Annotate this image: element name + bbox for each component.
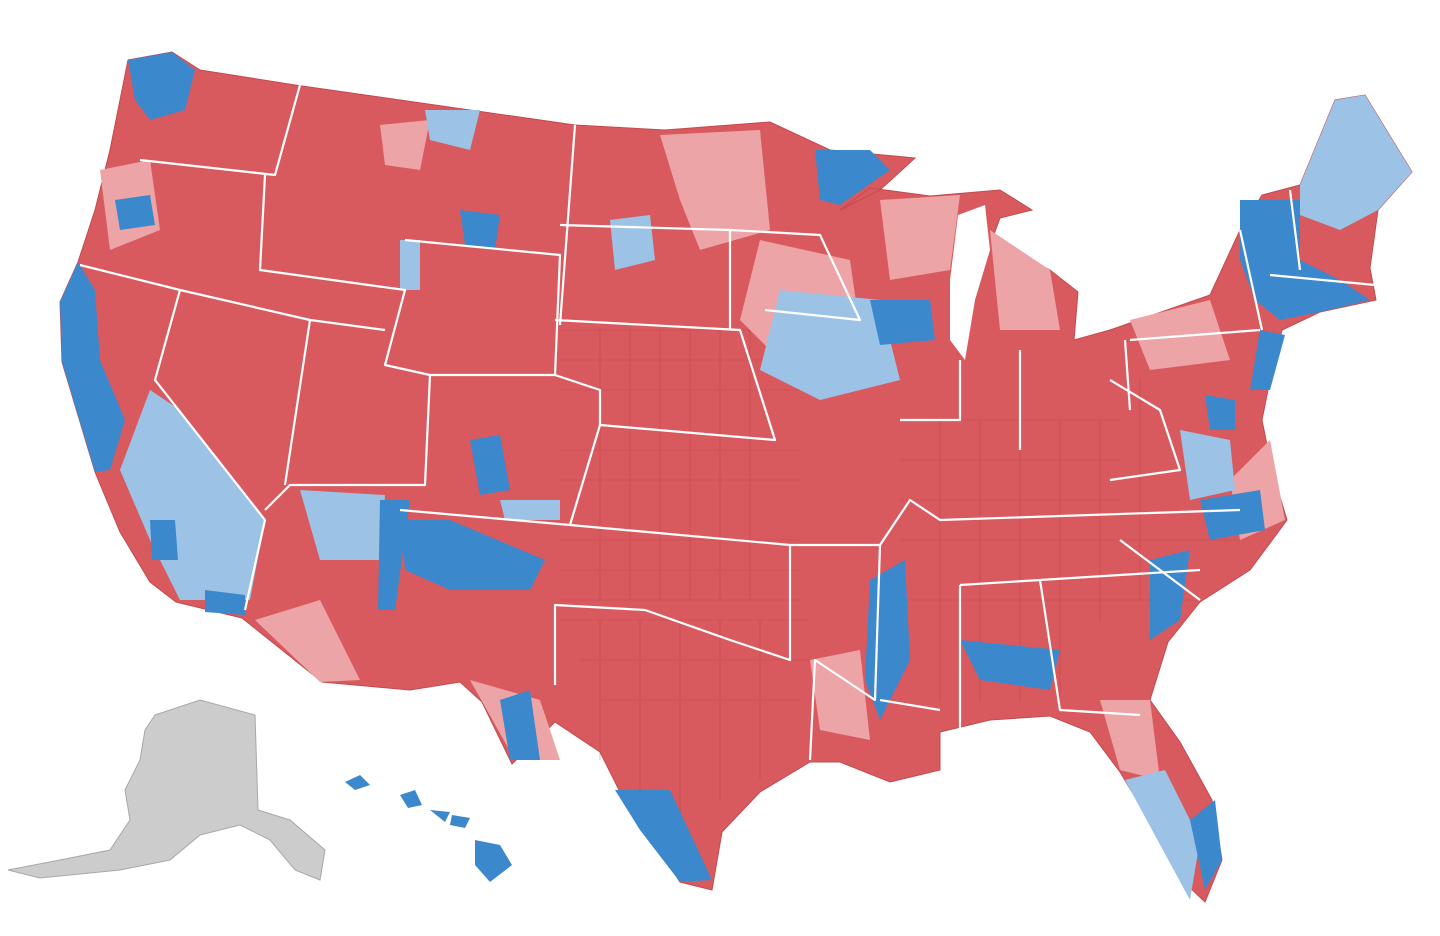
island	[400, 790, 422, 808]
area	[960, 640, 1060, 690]
area	[1205, 395, 1235, 430]
area	[1100, 700, 1160, 780]
area	[150, 520, 178, 560]
area	[1190, 800, 1222, 890]
area	[60, 262, 125, 472]
island	[475, 840, 512, 882]
area	[400, 240, 420, 290]
hawaii	[345, 775, 512, 882]
area	[1125, 770, 1200, 900]
state-border	[79, 84, 1376, 761]
area	[205, 590, 245, 615]
area	[500, 500, 560, 520]
area	[115, 195, 155, 230]
area	[660, 130, 770, 250]
alaska	[7, 699, 326, 881]
area	[610, 215, 655, 270]
area	[880, 195, 960, 280]
island	[430, 810, 450, 822]
area	[500, 690, 540, 760]
area	[425, 110, 480, 150]
area	[1250, 330, 1285, 390]
area	[470, 435, 510, 495]
area	[380, 120, 430, 170]
blue-areas	[60, 52, 1370, 890]
state-borders	[79, 84, 1376, 761]
island	[450, 815, 470, 828]
area	[615, 790, 712, 882]
area	[1130, 300, 1230, 370]
area	[1300, 95, 1412, 230]
area	[378, 500, 410, 610]
area	[300, 490, 385, 560]
lake	[950, 205, 990, 360]
area	[810, 650, 870, 740]
island	[345, 775, 370, 790]
county-lines	[560, 329, 1240, 820]
area	[815, 150, 890, 205]
area	[870, 300, 935, 345]
area	[400, 520, 545, 590]
county-texture	[560, 329, 1240, 820]
area	[460, 210, 500, 250]
area	[990, 230, 1060, 330]
area	[1180, 430, 1235, 500]
lower-48	[59, 51, 1413, 903]
area	[128, 52, 195, 120]
area	[255, 600, 360, 682]
area	[760, 290, 900, 400]
area	[1240, 200, 1370, 320]
area	[1200, 490, 1265, 540]
